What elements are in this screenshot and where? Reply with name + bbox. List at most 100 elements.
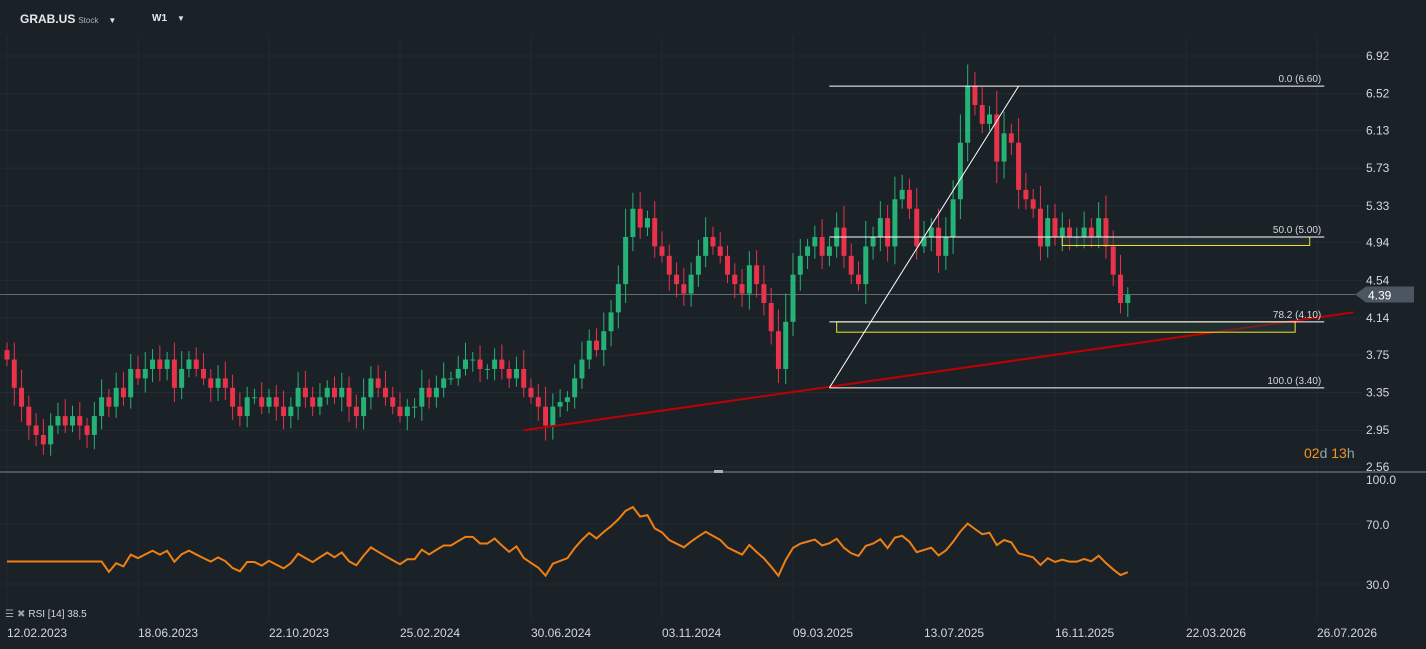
candle	[477, 345, 483, 383]
candle	[885, 204, 891, 262]
candle	[426, 379, 432, 409]
candle-body	[543, 406, 549, 426]
candle-body	[608, 312, 614, 332]
candle-body	[557, 401, 563, 407]
candle	[397, 392, 403, 423]
candle-body	[659, 246, 665, 256]
candle	[812, 225, 818, 259]
candle-body	[332, 387, 337, 398]
date-tick-label: 22.10.2023	[269, 626, 329, 640]
candle	[819, 219, 825, 270]
candle-body	[994, 114, 1000, 162]
price-tick-label: 5.73	[1366, 161, 1390, 175]
candle-body	[62, 416, 68, 426]
candle	[579, 341, 585, 389]
candle	[332, 376, 337, 404]
candle	[339, 372, 345, 412]
candle-body	[375, 378, 381, 388]
candle-body	[404, 406, 410, 417]
candle	[783, 293, 789, 385]
candle	[433, 375, 439, 408]
candle-body	[1096, 218, 1102, 237]
candle-body	[19, 387, 25, 407]
candle-body	[906, 189, 912, 209]
candle	[870, 226, 876, 260]
candle	[557, 389, 563, 418]
candle	[164, 351, 170, 381]
candle-body	[943, 236, 949, 256]
candle	[492, 348, 498, 381]
date-tick-label: 18.06.2023	[138, 626, 198, 640]
rsi-tick-label: 100.0	[1366, 473, 1396, 487]
candle	[412, 398, 418, 418]
rsi-tick-label: 30.0	[1366, 578, 1390, 592]
candle-body	[681, 284, 687, 294]
price-tick-label: 2.95	[1366, 423, 1390, 437]
date-tick-label: 13.07.2025	[924, 626, 984, 640]
candle	[215, 365, 221, 402]
candle-body	[48, 425, 54, 445]
pane-resize-handle[interactable]	[714, 470, 723, 473]
candle	[644, 210, 650, 237]
candle-body	[259, 397, 265, 407]
current-price-label: 4.39	[1368, 288, 1392, 302]
candle-body	[783, 321, 789, 369]
timeframe-selector[interactable]: W1 ▼	[152, 13, 185, 24]
candle	[1045, 204, 1051, 258]
candle	[957, 114, 963, 220]
candle	[732, 263, 738, 299]
candle-body	[455, 368, 461, 379]
close-icon[interactable]: ✖	[16, 609, 26, 620]
candle	[390, 386, 396, 415]
candle	[1118, 254, 1123, 314]
date-tick-label: 16.11.2025	[1055, 626, 1114, 640]
candle-body	[601, 331, 607, 351]
candle	[179, 351, 185, 400]
candle-body	[717, 246, 723, 256]
candle-body	[1067, 227, 1073, 237]
candle-body	[251, 397, 257, 399]
candle	[55, 402, 61, 435]
candle-body	[1081, 227, 1087, 237]
candle-body	[222, 378, 228, 388]
candle	[346, 376, 352, 422]
candle	[259, 382, 265, 415]
symbol-selector[interactable]: GRAB.US Stock ▼	[20, 12, 116, 26]
candle-body	[106, 397, 112, 407]
candle	[703, 217, 709, 268]
candle-body	[266, 397, 272, 407]
current-price-badge	[1355, 286, 1414, 303]
candle	[201, 352, 206, 385]
candle-body	[244, 397, 250, 417]
candle-body	[113, 387, 119, 407]
candle	[805, 238, 811, 270]
candle-body	[492, 359, 498, 369]
candle-body	[1103, 218, 1109, 247]
candle-body	[215, 378, 221, 388]
candle	[754, 250, 760, 298]
candle-body	[972, 86, 978, 106]
candle-body	[979, 105, 985, 124]
candle	[877, 201, 883, 252]
candle-body	[412, 406, 418, 408]
candle	[1016, 118, 1022, 209]
candle	[353, 394, 359, 429]
candle	[193, 347, 199, 377]
price-tick-label: 6.13	[1366, 123, 1390, 137]
candle-body	[419, 387, 425, 407]
candle-body	[1118, 274, 1123, 303]
candle-body	[652, 218, 658, 247]
candle	[725, 245, 730, 284]
candle-body	[630, 208, 636, 237]
candle	[768, 287, 774, 345]
candle	[463, 342, 468, 376]
date-tick-label: 22.03.2026	[1186, 626, 1246, 640]
price-tick-label: 3.35	[1366, 386, 1390, 400]
candle	[761, 265, 767, 316]
rsi-name: RSI [14]	[28, 609, 65, 620]
candle	[317, 383, 323, 416]
candle	[594, 328, 599, 357]
date-tick-label: 12.02.2023	[7, 626, 67, 640]
settings-icon[interactable]: ☰	[5, 609, 14, 620]
